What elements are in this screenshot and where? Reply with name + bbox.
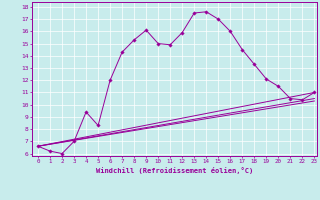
X-axis label: Windchill (Refroidissement éolien,°C): Windchill (Refroidissement éolien,°C) xyxy=(96,167,253,174)
